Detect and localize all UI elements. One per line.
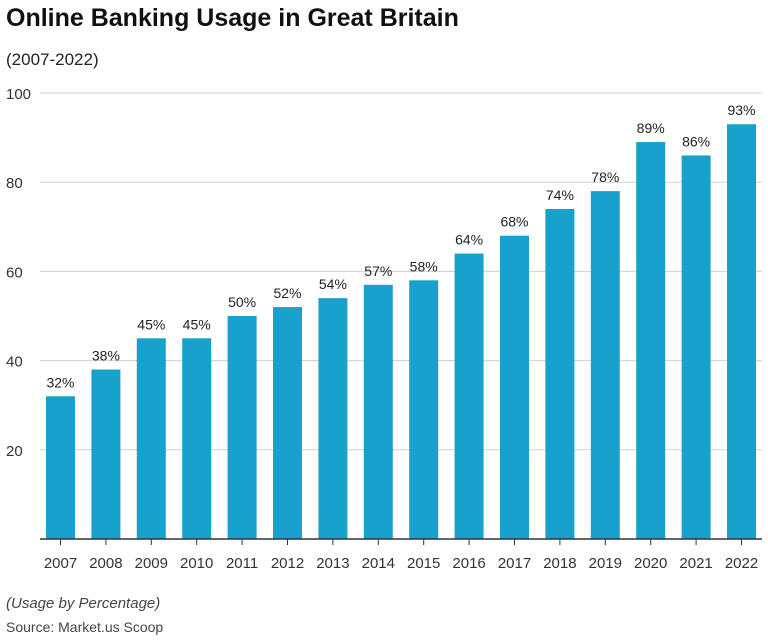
bar xyxy=(182,338,212,539)
bar xyxy=(545,208,575,539)
bar xyxy=(636,142,666,539)
x-tick-label: 2018 xyxy=(543,555,576,572)
data-label: 78% xyxy=(591,169,619,185)
data-label: 52% xyxy=(273,285,301,301)
chart-subtitle: (2007-2022) xyxy=(6,50,99,69)
x-tick-label: 2021 xyxy=(679,555,712,572)
x-tick-label: 2015 xyxy=(407,555,440,572)
data-label: 57% xyxy=(364,263,392,279)
bar xyxy=(46,396,75,539)
data-label: 93% xyxy=(727,102,755,118)
data-label: 86% xyxy=(682,133,710,149)
x-tick-label: 2019 xyxy=(589,555,622,572)
x-tick-label: 2011 xyxy=(226,555,258,572)
x-tick-label: 2014 xyxy=(362,555,395,572)
x-tick-label: 2007 xyxy=(44,555,77,572)
data-label: 45% xyxy=(183,316,211,332)
bar xyxy=(227,316,257,539)
bar xyxy=(409,280,439,539)
x-tick-label: 2010 xyxy=(180,555,213,572)
chart-note: (Usage by Percentage) xyxy=(6,595,161,612)
y-tick-label: 60 xyxy=(6,264,23,281)
data-label: 68% xyxy=(500,214,528,230)
x-tick-label: 2020 xyxy=(634,555,667,572)
data-label: 54% xyxy=(319,276,347,292)
data-label: 50% xyxy=(228,294,256,310)
y-tick-label: 80 xyxy=(6,175,23,192)
y-tick-label: 40 xyxy=(6,354,23,371)
bar xyxy=(681,155,711,539)
data-label: 38% xyxy=(92,348,120,364)
bar xyxy=(590,191,620,539)
bar xyxy=(454,253,484,539)
bar xyxy=(500,235,529,539)
bar xyxy=(318,298,348,539)
bar xyxy=(91,369,121,539)
data-label: 89% xyxy=(637,120,665,136)
chart-title: Online Banking Usage in Great Britain xyxy=(6,4,459,32)
x-tick-label: 2012 xyxy=(271,555,304,572)
bar xyxy=(727,124,756,539)
data-label: 45% xyxy=(137,316,165,332)
x-tick-label: 2009 xyxy=(135,555,168,572)
y-tick-label: 100 xyxy=(6,86,31,103)
bar xyxy=(363,284,393,539)
data-label: 58% xyxy=(410,258,438,274)
bar xyxy=(273,307,302,539)
x-tick-label: 2022 xyxy=(725,555,758,572)
x-tick-label: 2017 xyxy=(498,555,531,572)
data-label: 74% xyxy=(546,187,574,203)
x-tick-label: 2013 xyxy=(316,555,349,572)
x-tick-label: 2008 xyxy=(89,555,122,572)
chart-source: Source: Market.us Scoop xyxy=(6,619,164,635)
bar xyxy=(136,338,166,539)
data-label: 32% xyxy=(46,374,74,390)
x-tick-label: 2016 xyxy=(452,555,485,572)
y-tick-label: 20 xyxy=(6,443,23,460)
data-label: 64% xyxy=(455,232,483,248)
